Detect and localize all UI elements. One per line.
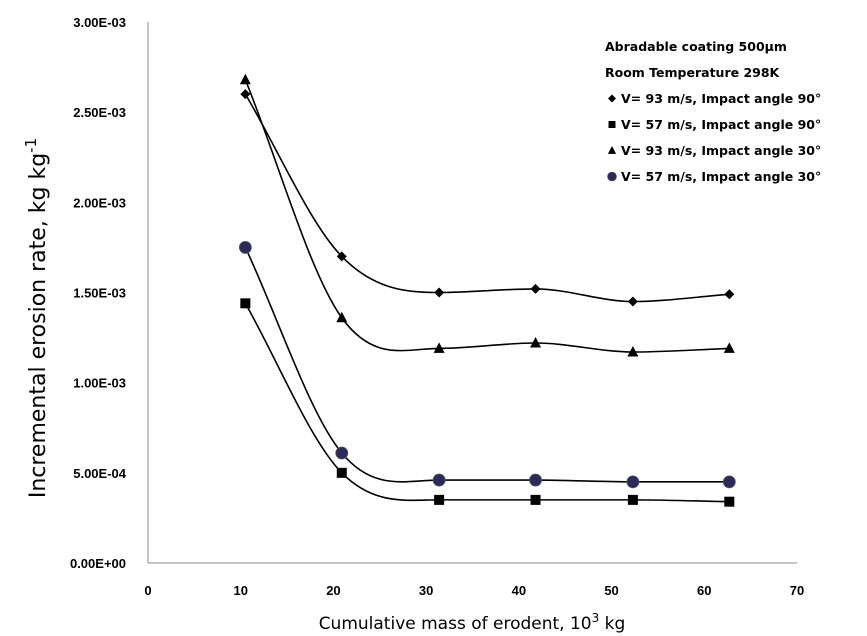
legend-label: V= 93 m/s, Impact angle 90° [621,91,821,106]
data-point-circle [529,473,542,487]
data-point-square [240,298,251,309]
data-point-square [434,494,445,505]
legend-entry: V= 57 m/s, Impact angle 90° [608,117,821,132]
data-point-triangle [627,346,639,357]
y-tick-label: 1.50E-03 [73,286,126,301]
legend-label: V= 57 m/s, Impact angle 30° [621,169,821,184]
data-point-square [336,467,347,478]
axes [147,22,797,564]
x-tick-label: 50 [604,583,618,598]
y-tick-label: 0.00E+00 [70,556,126,571]
legend-header-coating: Abradable coating 500µm [605,39,787,54]
y-tick-label: 2.50E-03 [73,105,126,120]
legend-header-temperature: Room Temperature 298K [605,65,781,80]
legend-marker-triangle [607,146,617,154]
data-point-square [724,496,735,507]
data-point-triangle [530,336,542,348]
data-point-circle [335,446,349,460]
tick-labels: 0 10 20 30 40 50 60 70 0.00E+00 5.00E-04 1.00E-03 1… [70,15,804,598]
y-tick-label: 3.00E-03 [73,15,126,30]
data-point-diamond [627,296,638,307]
data-point-diamond [530,283,541,294]
x-axis-title: Cumulative mass of erodent, 103 kg [319,611,626,634]
data-point-diamond [434,287,445,298]
data-point-square [530,494,541,505]
data-point-diamond [336,251,347,262]
legend-entry: V= 93 m/s, Impact angle 90° [608,91,821,106]
legend-entry: V= 57 m/s, Impact angle 30° [607,169,821,184]
data-point-circle [722,475,736,489]
legend-label: V= 93 m/s, Impact angle 30° [621,143,821,158]
data-point-triangle [239,73,251,85]
data-point-square [627,494,638,505]
data-point-circle [432,473,446,487]
x-tick-label: 20 [326,583,340,598]
data-point-diamond [724,289,735,300]
data-points [238,73,736,507]
fit-curve-square [244,302,730,503]
data-point-circle [626,475,640,489]
legend-entry: V= 93 m/s, Impact angle 30° [607,143,821,158]
y-tick-label: 2.00E-03 [73,195,126,210]
y-axis-title: Incremental erosion rate, kg kg-1 [22,138,51,498]
legend-marker-square [608,121,616,128]
legend: Abradable coating 500µm Room Temperature… [605,39,821,184]
x-tick-label: 40 [512,583,526,598]
data-point-triangle [723,342,735,353]
x-tick-label: 10 [233,583,247,598]
y-tick-label: 1.00E-03 [73,376,126,391]
data-point-triangle [433,342,445,353]
legend-label: V= 57 m/s, Impact angle 90° [621,117,821,132]
data-point-triangle [336,311,348,323]
fit-curve-circle [244,247,730,483]
data-point-circle [238,241,252,254]
legend-marker-diamond [608,94,616,103]
y-tick-label: 5.00E-04 [73,466,127,481]
x-tick-label: 60 [697,583,711,598]
legend-marker-circle [607,171,617,182]
x-tick-label: 70 [790,583,804,598]
x-tick-label: 0 [144,583,151,598]
x-tick-label: 30 [419,583,433,598]
data-point-diamond [240,89,251,100]
